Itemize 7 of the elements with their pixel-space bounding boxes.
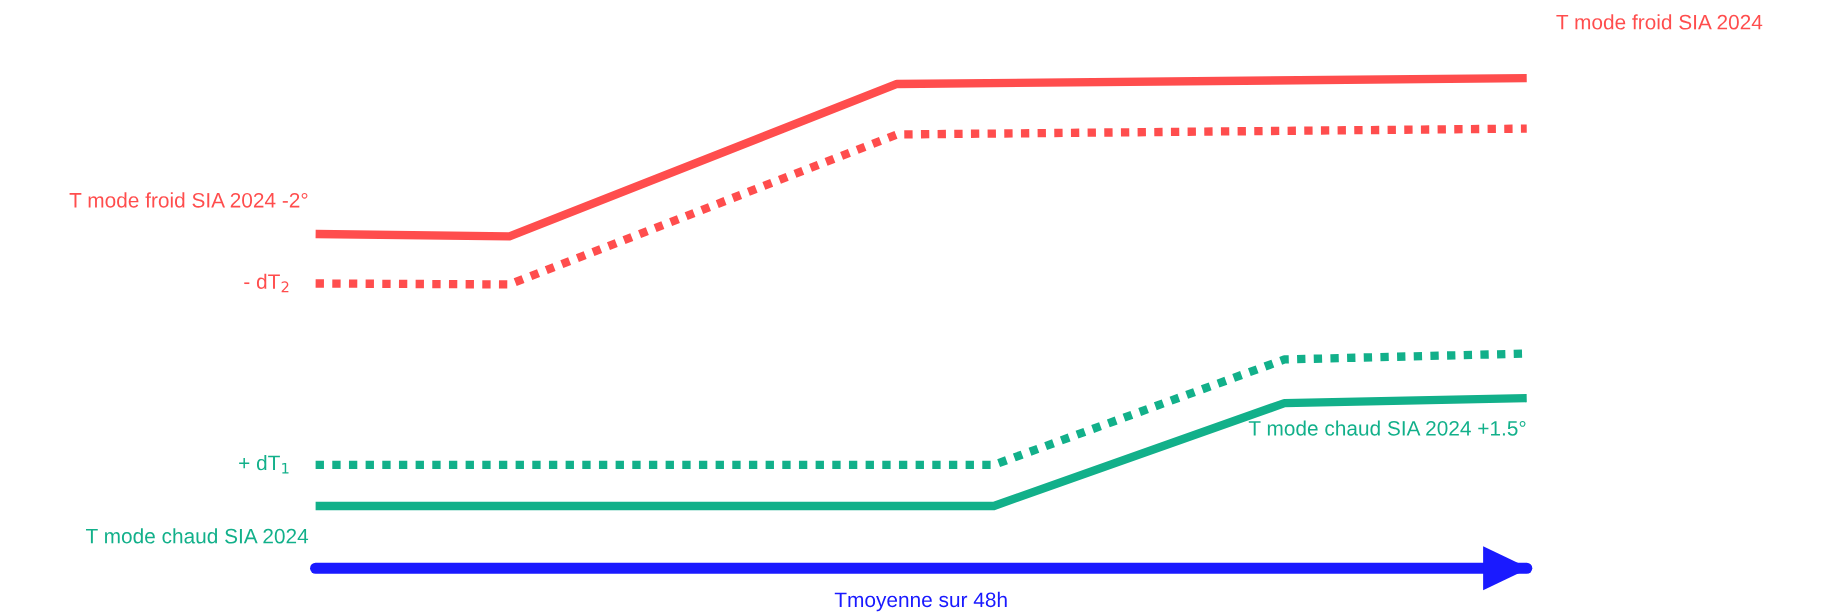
annotation: T mode chaud SIA 2024 +1.5° xyxy=(1248,420,1526,436)
text: + dT$_{1}$ xyxy=(239,455,289,474)
series-label: T mode chaud SIA 2024 xyxy=(85,528,309,544)
text: T mode froid SIA 2024 -2° xyxy=(69,192,308,208)
x-axis-title: Tmoyenne sur 48h xyxy=(834,591,1007,612)
text: - dT$_{2}$ xyxy=(244,273,289,293)
text: T mode froid SIA 2024 xyxy=(1556,14,1763,30)
